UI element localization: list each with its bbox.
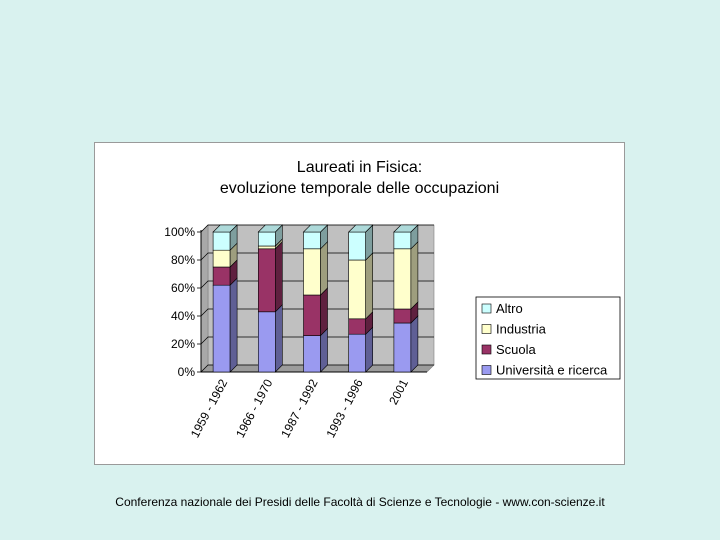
bar-segment (258, 231, 276, 247)
legend-swatch (481, 344, 492, 355)
x-tick-label: 1993 - 1996 (323, 377, 366, 440)
bar-segment (303, 294, 321, 336)
legend-label: Industria (496, 322, 547, 337)
bar-segment (212, 266, 231, 286)
bar-segment (393, 231, 412, 250)
chart-svg: 0% 20% 40% 60% 80% 100% 1959 - 1962 1966 - 1970… (164, 224, 621, 440)
y-tick-label: 40% (171, 309, 195, 323)
x-tick-label: 1987 - 1992 (278, 377, 321, 440)
x-tick-label: 1959 - 1962 (188, 377, 231, 440)
bar-top (212, 224, 238, 233)
bar-segment (212, 249, 231, 268)
bar-segment (212, 284, 231, 373)
chart-subtitle: evoluzione temporale delle occupazioni (219, 180, 500, 197)
bar-segment-side (320, 241, 328, 296)
bar-segment-side (410, 315, 419, 373)
legend-swatch (481, 303, 492, 314)
bar-segment (348, 333, 366, 373)
plot-side-wall (200, 224, 209, 373)
bar-segment (258, 248, 276, 313)
bar-top (302, 224, 329, 233)
footer-text: Conferenza nazionale dei Presidi delle F… (115, 495, 605, 509)
bar-segment-side (229, 277, 238, 373)
bar-top (347, 224, 374, 233)
bar-top (257, 224, 284, 233)
bar-segment (303, 335, 321, 373)
y-tick-label: 100% (164, 225, 195, 239)
legend-label: Altro (496, 301, 523, 316)
x-tick-label: 1966 - 1970 (233, 377, 276, 440)
bar-segment-side (275, 241, 283, 313)
y-tick-label: 80% (171, 253, 195, 267)
chart-title: Laureati in Fisica: (296, 159, 423, 176)
bar-segment-side (320, 287, 328, 337)
bar-segment (303, 231, 321, 250)
y-tick-label: 20% (171, 337, 195, 351)
bar-segment (348, 318, 366, 335)
chart-panel: Laureati in Fisica: evoluzione temporale… (94, 142, 625, 465)
bar-segment-side (320, 327, 328, 373)
legend-swatch (481, 365, 492, 375)
bar-segment-side (275, 304, 283, 373)
y-tick-label: 0% (178, 365, 196, 379)
legend-box (475, 296, 621, 380)
bar-top (393, 224, 419, 233)
bar-segment (348, 231, 366, 261)
legend-label: Università e ricerca (496, 363, 608, 378)
bar-segment (303, 248, 321, 296)
bar-segment-side (365, 252, 374, 320)
bar-segment-side (410, 241, 419, 310)
legend-label: Scuola (496, 342, 537, 357)
bar-segment (393, 248, 412, 310)
x-tick-label: 2001 (386, 377, 411, 407)
bar-segment (393, 322, 412, 373)
bar-segment (348, 259, 366, 320)
bar-segment (258, 245, 276, 250)
legend-swatch (481, 324, 492, 334)
bar-segment (258, 311, 276, 373)
bar-segment-side (365, 326, 374, 373)
bar-segment (212, 231, 231, 251)
bar-segment (393, 308, 412, 324)
y-tick-label: 60% (171, 281, 195, 295)
